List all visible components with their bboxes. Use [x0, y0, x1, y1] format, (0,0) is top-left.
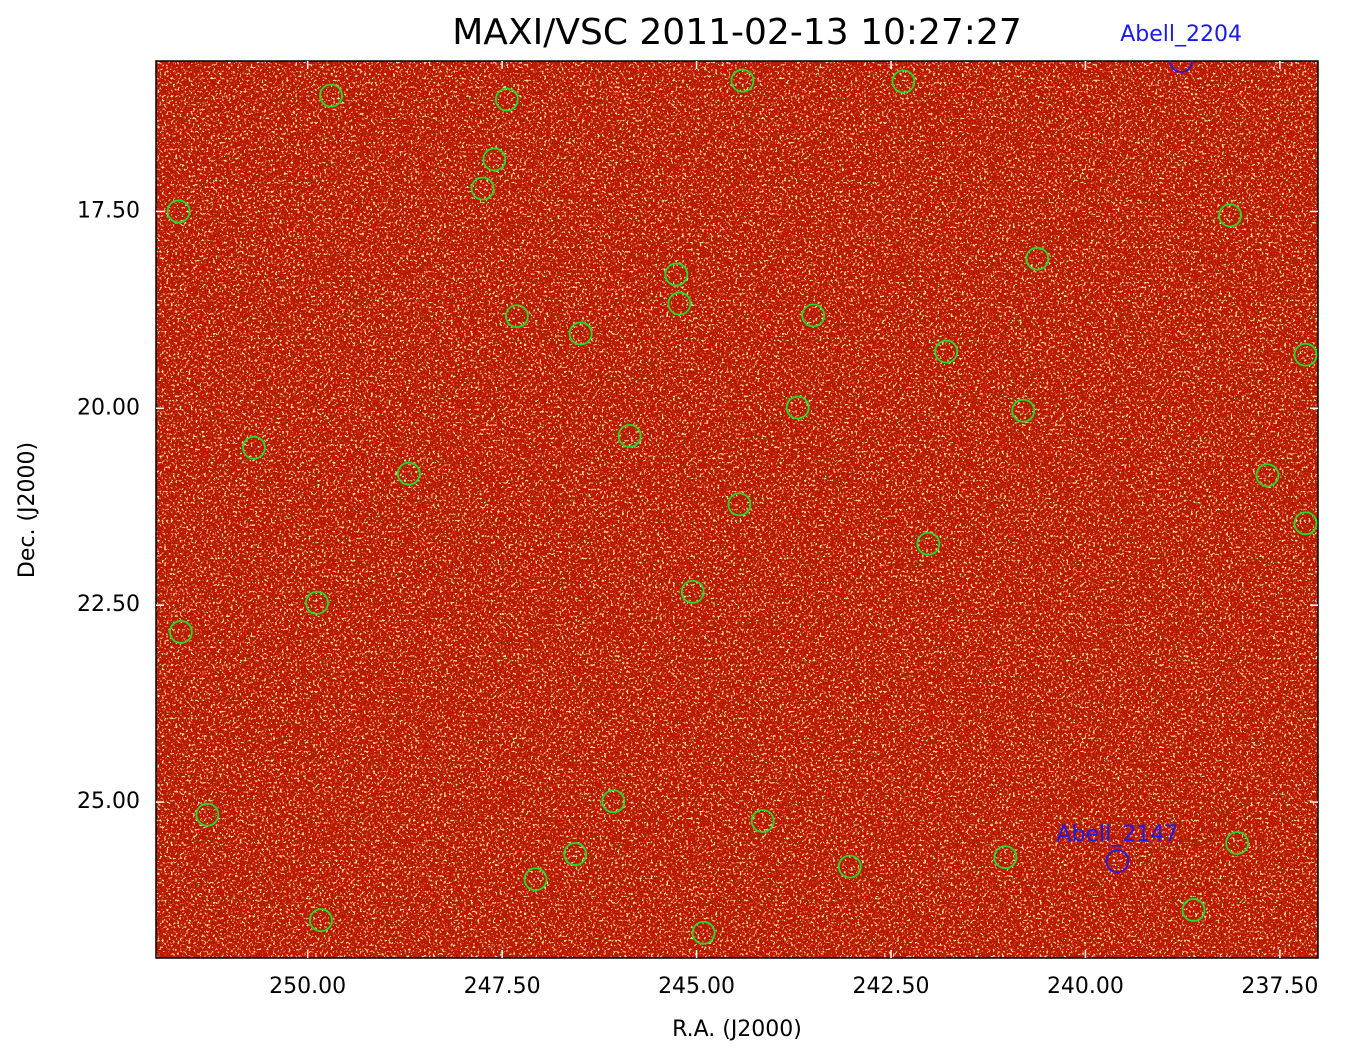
source-circle	[891, 69, 916, 94]
y-tick-label: 22.50	[77, 592, 140, 617]
source-circle	[1025, 246, 1050, 271]
source-circle	[242, 435, 266, 460]
source-circle	[801, 303, 826, 328]
source-circle	[1105, 849, 1130, 874]
y-axis-label: Dec. (J2000)	[15, 442, 40, 578]
source-circle	[730, 68, 755, 93]
source-circle	[482, 147, 507, 172]
source-circle	[195, 802, 220, 827]
source-circle	[601, 789, 626, 814]
source-circle	[568, 321, 593, 346]
source-circle	[785, 395, 810, 420]
source-circle	[1255, 463, 1280, 488]
source-circle	[523, 867, 548, 892]
sky-image	[156, 61, 1318, 958]
source-circle	[837, 854, 862, 879]
x-tick-label: 240.00	[1047, 974, 1124, 999]
source-circle	[1169, 61, 1194, 73]
source-circle	[993, 845, 1018, 870]
x-tick-label: 242.50	[853, 974, 930, 999]
source-circle	[916, 531, 941, 556]
source-circle	[934, 339, 959, 364]
plot-area	[166, 61, 1318, 945]
plot-frame	[155, 60, 1319, 959]
source-circle	[750, 809, 775, 833]
source-circle	[1181, 898, 1206, 922]
source-circle	[680, 579, 705, 604]
source-circle	[319, 83, 343, 108]
x-axis-label: R.A. (J2000)	[672, 1017, 802, 1042]
source-circle	[396, 461, 421, 486]
source-circle	[691, 920, 716, 945]
source-circle	[1225, 831, 1250, 855]
source-circle	[664, 262, 689, 287]
source-circle	[504, 304, 529, 329]
x-tick-label: 245.00	[658, 974, 735, 999]
chart-title: MAXI/VSC 2011-02-13 10:27:27	[452, 12, 1022, 53]
source-circle	[168, 620, 193, 644]
source-circle	[494, 87, 519, 112]
source-circle	[727, 492, 752, 517]
source-circle	[617, 423, 642, 448]
source-circle	[305, 590, 329, 615]
source-label: Abell_2204	[1120, 22, 1242, 47]
source-label: Abell_2147	[1056, 822, 1178, 847]
source-circle	[470, 176, 495, 201]
source-circle	[1293, 342, 1318, 367]
y-tick-label: 20.00	[77, 395, 140, 420]
x-tick-label: 247.50	[464, 974, 541, 999]
y-tick-label: 17.50	[77, 198, 140, 223]
source-circle	[166, 199, 191, 224]
source-circle	[308, 908, 333, 933]
x-tick-label: 250.00	[269, 974, 346, 999]
source-circle	[1218, 203, 1243, 228]
source-circle	[1293, 511, 1318, 536]
y-tick-label: 25.00	[77, 789, 140, 814]
source-circle	[667, 291, 692, 316]
source-circle	[563, 842, 588, 866]
x-tick-label: 237.50	[1241, 974, 1318, 999]
source-circle	[1011, 398, 1036, 423]
